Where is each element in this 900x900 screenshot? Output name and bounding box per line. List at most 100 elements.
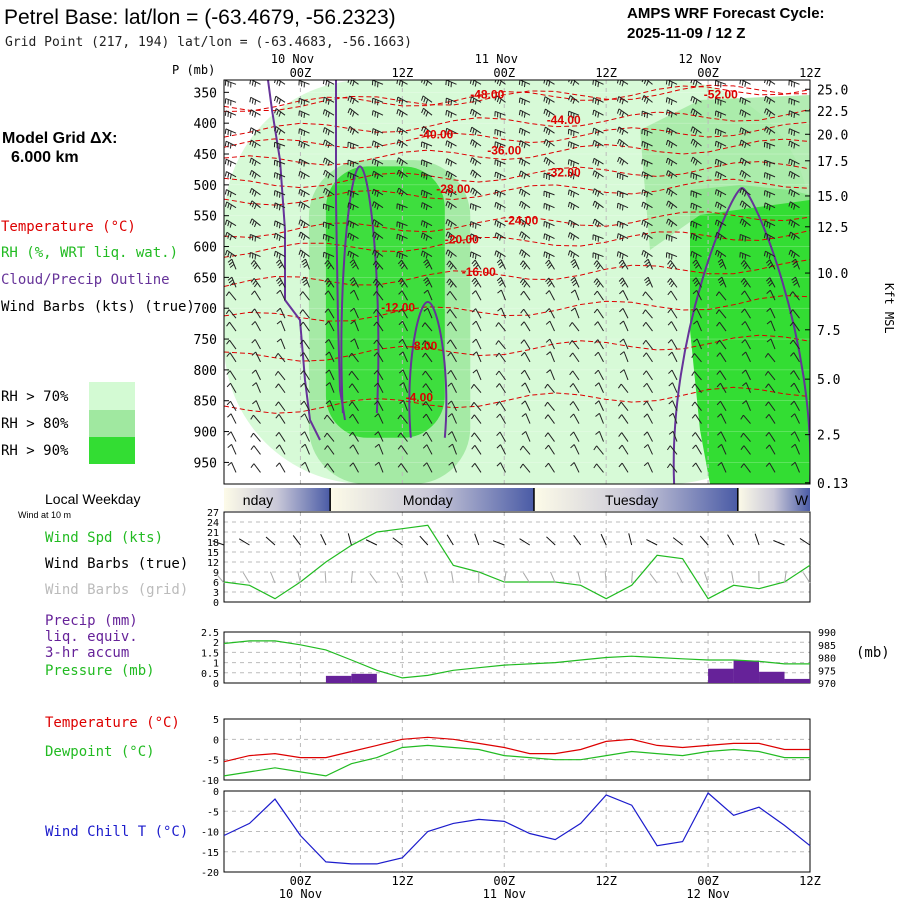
wind-barb [349, 289, 359, 301]
wind-barb [252, 400, 261, 411]
panel-tick-label: 15 [207, 548, 219, 559]
wind-barb [765, 414, 776, 424]
wind-barb [398, 369, 408, 381]
panel-tick-label: 1.5 [201, 648, 219, 659]
wind-barb [347, 126, 359, 135]
surface-wind-barb [754, 533, 760, 546]
wind-barb [397, 432, 408, 442]
surface-wind-barb [799, 538, 811, 546]
wind-barb [446, 278, 457, 288]
wind-barb [445, 249, 457, 259]
wind-barb [616, 96, 629, 105]
wind-barb [371, 128, 384, 136]
weekday-segment [533, 488, 738, 511]
wind-barb [788, 140, 800, 149]
wind-barb [642, 370, 653, 381]
wind-barb [322, 221, 335, 229]
panel-tick-label: 1 [213, 659, 219, 670]
wind-barb [690, 95, 702, 105]
wind-barb [396, 96, 408, 105]
wind-barb [349, 431, 359, 442]
wind-barb [545, 308, 555, 319]
wind-barb [224, 189, 237, 198]
forecast-cycle-value: 2025-11-09 / 12 Z [627, 25, 745, 42]
wind-barb [470, 401, 482, 412]
wind-barb [788, 158, 800, 167]
wind-barb [714, 219, 727, 228]
wind-barb [739, 157, 751, 167]
wind-barb [641, 140, 653, 149]
temperature-label: -8.00 [410, 339, 438, 353]
wind-barb [791, 443, 800, 455]
wind-barb [545, 259, 555, 270]
wind-barb [569, 352, 580, 363]
wind-barb [690, 202, 702, 211]
wind-barb [592, 234, 604, 242]
wind-barb [300, 352, 310, 363]
wind-barb [739, 139, 751, 149]
wind-barb [396, 80, 408, 87]
legend-rh90-swatch [89, 437, 135, 464]
grid-wind-barb [784, 571, 787, 584]
wind-barb [618, 259, 629, 270]
pressure-tick-label: 500 [194, 179, 217, 194]
height-tick-label: 0.13 [817, 477, 848, 492]
wind-barb [422, 462, 433, 473]
wind-barb [790, 382, 800, 393]
cross-section-frame [223, 79, 811, 485]
legend-rh80-swatch [89, 410, 135, 437]
top-date-label: 10 Nov [271, 52, 314, 66]
wind-barb [643, 413, 653, 424]
wind-barb [373, 339, 384, 350]
wind-barb [273, 190, 286, 198]
temperature-contour [224, 138, 810, 166]
wind-barb [717, 431, 727, 442]
grid-wind-barb [703, 571, 709, 584]
panel-tick-label: 0 [213, 787, 219, 798]
wind-barb [273, 159, 286, 168]
wind-barb [788, 188, 800, 198]
wind-barbs [224, 80, 800, 473]
wind-barb [716, 370, 727, 381]
panel-tick-label: -10 [201, 776, 219, 787]
wind-barb [373, 370, 384, 381]
wind-barb [690, 80, 702, 87]
wind-barb [298, 188, 310, 198]
wind-barb [790, 352, 800, 363]
wind-barb [469, 203, 482, 211]
wind-barb [298, 80, 310, 88]
wind-barb [250, 414, 261, 424]
wind-barb [227, 276, 237, 288]
grid-wind-barb [450, 571, 454, 584]
wind-barb [619, 320, 629, 332]
wind-barb [274, 126, 286, 135]
page-title: Petrel Base: lat/lon = (-63.4679, -56.23… [4, 6, 396, 29]
wind-barb [665, 127, 678, 136]
wind-barb [789, 339, 800, 350]
wind-barb [445, 140, 457, 149]
wind-barb [789, 321, 800, 332]
wind-barb [616, 108, 629, 117]
wind-barb [494, 201, 506, 211]
wind-barb [250, 278, 261, 288]
wind-barb [445, 97, 457, 106]
wind-barb [298, 110, 310, 119]
weekday-title: Local Weekday [45, 491, 140, 507]
wind-barb [276, 320, 286, 332]
wind-barb [643, 431, 653, 442]
wind-barb [273, 220, 286, 229]
surface-wind-barb [292, 535, 301, 546]
label-liq-equiv: liq. equiv. [45, 629, 138, 645]
wind-barb [739, 109, 751, 118]
wind-barb [298, 219, 310, 228]
wind-barb [325, 400, 335, 411]
wind-barb [788, 201, 800, 210]
wind-barb [349, 413, 359, 424]
wind-barb [397, 463, 408, 473]
surface-wind-barb [699, 535, 709, 546]
wind-barb [668, 369, 678, 381]
wind-barb [299, 339, 310, 350]
label-windchill: Wind Chill T (°C) [45, 824, 188, 840]
wind-barb [643, 462, 653, 473]
pressure-tick-label: 985 [818, 641, 836, 652]
